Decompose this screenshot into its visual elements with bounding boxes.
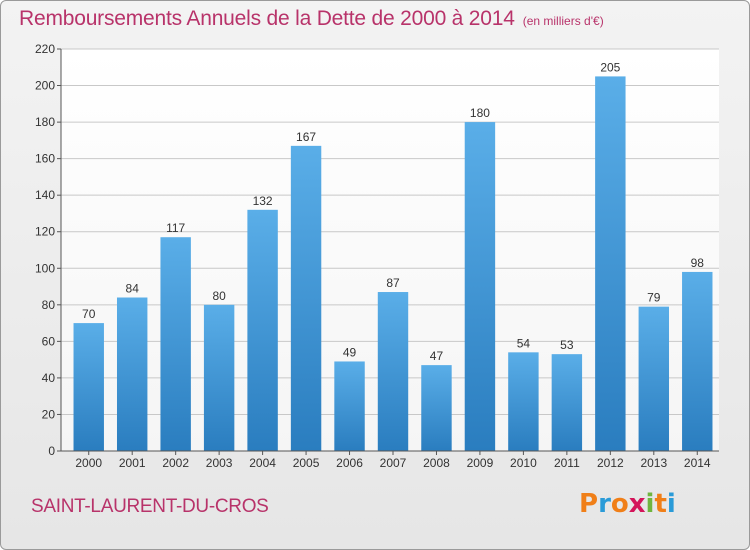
x-tick-label-2008: 2008 (423, 456, 450, 470)
logo-letter: t (654, 489, 667, 519)
y-tick-label: 40 (42, 371, 56, 385)
y-tick-label: 100 (35, 261, 55, 275)
x-tick-label-2005: 2005 (293, 456, 320, 470)
data-labels: 70 84 117 80 132 167 49 87 47 180 54 53 205 79 98 (82, 60, 704, 363)
data-label-2006: 49 (343, 345, 357, 359)
data-label-2005: 167 (296, 130, 316, 144)
bar-2009 (464, 122, 496, 451)
bars (73, 76, 713, 451)
bar-2005 (290, 145, 322, 451)
bar-2003 (203, 304, 235, 451)
x-tick-label-2007: 2007 (380, 456, 407, 470)
data-label-2008: 47 (430, 349, 444, 363)
data-label-2000: 70 (82, 307, 96, 321)
title-row: Remboursements Annuels de la Dette de 20… (19, 7, 604, 31)
x-tick-label-2002: 2002 (162, 456, 189, 470)
x-tick-label-2014: 2014 (684, 456, 711, 470)
x-tick-label-2003: 2003 (206, 456, 233, 470)
y-tick-label: 120 (35, 225, 55, 239)
x-tick-label-2012: 2012 (597, 456, 624, 470)
bar-2007 (377, 292, 409, 451)
y-tick-label: 140 (35, 188, 55, 202)
y-tick-label: 220 (35, 42, 55, 56)
chart-subtitle: (en milliers d'€) (522, 14, 604, 28)
data-label-2013: 79 (647, 291, 661, 305)
logo-letter: o (610, 489, 629, 519)
x-tick-label-2000: 2000 (75, 456, 102, 470)
bar-2011 (551, 354, 583, 451)
x-tick-label-2006: 2006 (336, 456, 363, 470)
bar-2010 (508, 352, 539, 451)
logo-letter: x (628, 489, 646, 519)
bar-2014 (682, 271, 713, 451)
x-tick-label-2011: 2011 (554, 456, 580, 470)
y-tick-label: 60 (42, 334, 56, 348)
bar-2008 (421, 365, 452, 451)
logo-letter: i (645, 489, 655, 519)
bar-2012 (595, 76, 626, 451)
x-tick-label-2013: 2013 (640, 456, 667, 470)
bar-2006 (334, 361, 365, 451)
x-tick-label-2010: 2010 (510, 456, 537, 470)
data-label-2011: 53 (560, 338, 574, 352)
y-axis: 0 20 40 60 80 100 120 140 160 180 200 220 (35, 42, 62, 458)
data-label-2009: 180 (470, 106, 490, 120)
chart-title: Remboursements Annuels de la Dette de 20… (19, 7, 515, 30)
data-label-2012: 205 (600, 60, 620, 74)
data-label-2007: 87 (386, 276, 400, 290)
data-label-2001: 84 (126, 282, 140, 296)
logo-letter: i (666, 489, 676, 519)
y-tick-label: 160 (35, 152, 55, 166)
y-tick-label: 80 (42, 298, 56, 312)
logo-letter: P (579, 489, 599, 519)
bar-2013 (638, 306, 670, 451)
data-label-2010: 54 (517, 336, 531, 350)
data-label-2002: 117 (166, 221, 185, 235)
data-label-2003: 80 (212, 289, 226, 303)
data-label-2014: 98 (691, 256, 705, 270)
bar-2004 (247, 209, 278, 451)
x-axis: 2000 2001 2002 2003 2004 2005 2006 2007 2008 2009… (61, 450, 719, 470)
bar-2001 (116, 297, 148, 451)
y-tick-label: 180 (35, 115, 55, 129)
x-tick-label-2004: 2004 (249, 456, 276, 470)
x-tick-label-2001: 2001 (119, 456, 146, 470)
y-tick-label: 0 (48, 444, 55, 458)
data-label-2004: 132 (253, 194, 273, 208)
y-tick-label: 200 (35, 79, 55, 93)
proxiti-logo: Proxiti (579, 489, 676, 519)
logo-letter: r (598, 489, 611, 519)
bar-2002 (160, 237, 191, 451)
bar-2000 (73, 323, 104, 451)
commune-name: SAINT-LAURENT-DU-CROS (31, 496, 269, 517)
x-tick-label-2009: 2009 (467, 456, 494, 470)
y-tick-label: 20 (42, 407, 56, 421)
